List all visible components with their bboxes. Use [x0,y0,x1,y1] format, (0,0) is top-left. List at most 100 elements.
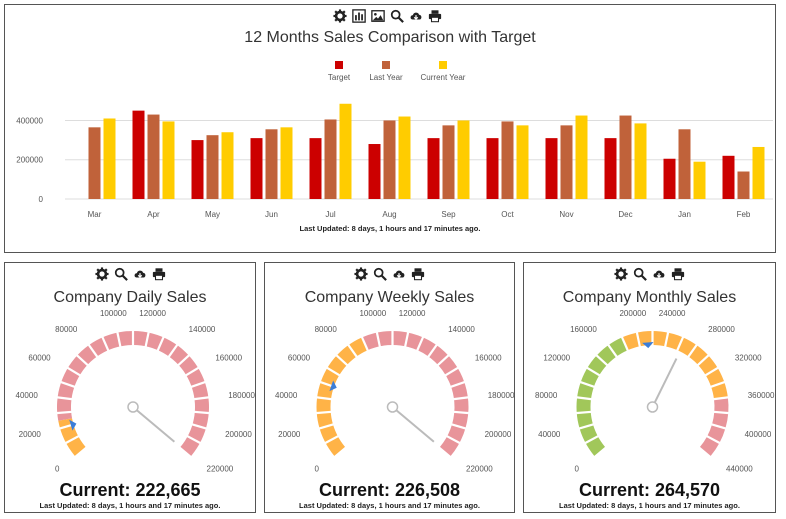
print-icon[interactable] [427,9,442,23]
y-tick-label: 200000 [16,156,43,165]
bar[interactable] [250,138,263,199]
bar[interactable] [88,127,101,199]
gauge-separator [403,331,410,348]
bar[interactable] [678,129,691,199]
bar[interactable] [516,125,529,199]
bar[interactable] [132,110,145,199]
gauge-separator [101,336,110,352]
bar[interactable] [737,171,750,199]
search-icon[interactable] [389,9,404,23]
gauge-tick-label: 0 [55,465,60,474]
gauge-separator [709,380,726,389]
gauge-separator [584,434,600,445]
bar[interactable] [501,121,514,199]
gauge-separator [375,331,382,348]
bar[interactable] [693,161,706,199]
cloud-download-icon[interactable] [132,267,147,281]
x-tick-label: Apr [147,210,160,219]
gauge-separator [450,423,467,430]
gauge-separator [712,396,730,401]
gauge-tick-label: 20000 [278,430,301,439]
search-icon[interactable] [372,267,387,281]
gauge-band-segment [362,331,469,456]
bar[interactable] [191,140,204,199]
bar[interactable] [545,138,558,199]
bar[interactable] [427,138,440,199]
gauge-separator [579,380,596,389]
gauge-separator [705,434,721,445]
bar[interactable] [309,138,322,199]
bar[interactable] [221,132,234,199]
search-icon[interactable] [113,267,128,281]
gauge-separator [713,410,730,415]
gauge-separator [315,396,333,401]
bar[interactable] [442,125,455,199]
chart-toolbar [332,9,442,23]
bar[interactable] [339,103,352,199]
bar[interactable] [619,115,632,199]
bar[interactable] [575,115,588,199]
gauge-band-segment [316,337,368,456]
weekly-sales-panel: Company Weekly Sales 0 20000 40000 60000 800… [264,262,515,513]
gauge-separator [606,343,619,358]
bar-chart-icon[interactable] [351,9,366,23]
gauge-separator [167,343,179,358]
gauge-separator [190,380,207,389]
bar[interactable] [147,114,160,199]
gauge-needle [653,358,678,403]
bar[interactable] [162,121,175,199]
gauge-separator [59,380,76,389]
gauge-toolbar [613,267,685,281]
gear-icon[interactable] [332,9,347,23]
gauge-separator [436,353,450,367]
gauge-separator [177,353,191,367]
gear-icon[interactable] [353,267,368,281]
search-icon[interactable] [632,267,647,281]
gauge-tick-label: 400000 [745,430,772,439]
gear-icon[interactable] [94,267,109,281]
bar[interactable] [103,118,116,199]
bar[interactable] [398,116,411,199]
gauge-last-updated: Last Updated: 8 days, 1 hours and 17 min… [299,501,480,510]
bar[interactable] [486,138,499,199]
bar[interactable] [752,146,765,199]
bar[interactable] [383,120,396,199]
bar[interactable] [265,129,278,199]
bar[interactable] [560,125,573,199]
bar[interactable] [457,120,470,199]
gauge-band-segment [576,337,628,456]
legend-last-year[interactable]: Last Year [365,61,407,82]
bar[interactable] [722,155,735,199]
bar[interactable] [663,158,676,199]
gauge-tick-label: 160000 [215,354,242,363]
bar[interactable] [324,119,337,199]
legend-current-year[interactable]: Current Year [417,61,469,82]
print-icon[interactable] [670,267,685,281]
gauge-separator [595,353,609,367]
gauge-separator [335,353,349,367]
bar[interactable] [206,135,219,199]
cloud-download-icon[interactable] [408,9,423,23]
gauge-tick-label: 100000 [359,309,386,318]
gauge-separator [585,366,601,377]
gauge-separator [191,423,208,430]
print-icon[interactable] [410,267,425,281]
bar[interactable] [368,144,381,199]
gear-icon[interactable] [613,267,628,281]
gauge-title: Company Monthly Sales [562,289,737,306]
cloud-download-icon[interactable] [391,267,406,281]
bar[interactable] [634,123,647,199]
bar[interactable] [604,138,617,199]
cloud-download-icon[interactable] [651,267,666,281]
legend-target[interactable]: Target [323,61,355,82]
gauge-separator [575,396,593,401]
print-icon[interactable] [151,267,166,281]
bar[interactable] [280,127,293,199]
gauge-needle [395,409,435,443]
current-value: Current: 264,570 [578,480,721,500]
image-icon[interactable] [370,9,385,23]
x-tick-label: Jul [325,210,335,219]
gauge-separator [186,434,202,445]
gauge-tick-label: 240000 [659,309,686,318]
gauge-tick-label: 220000 [207,465,234,474]
